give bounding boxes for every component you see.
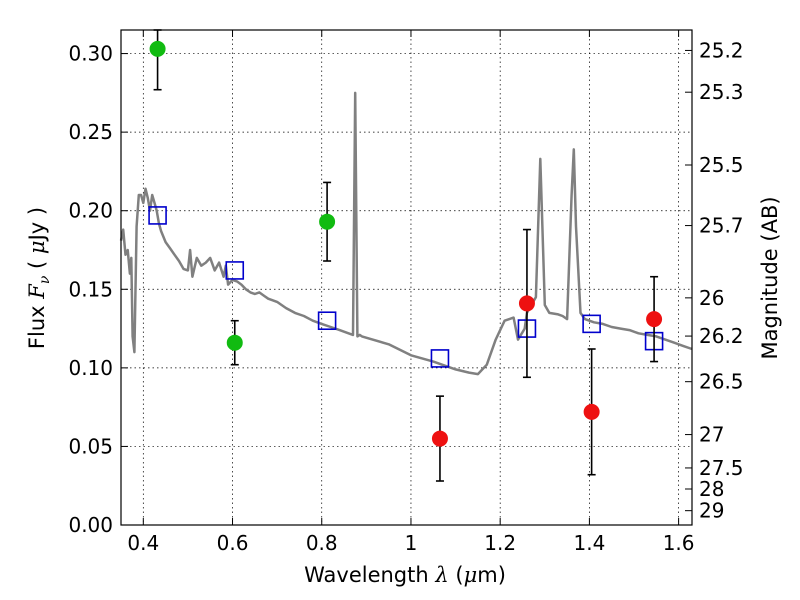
- x-tick-label: 0.4: [127, 531, 159, 555]
- y-tick-label: 0.25: [68, 120, 113, 144]
- y-axis-label-unit-close: Jy ): [25, 207, 49, 243]
- y-axis-label-symbol: F: [25, 283, 49, 300]
- x-tick-label: 0.8: [306, 531, 338, 555]
- y-axis-ticks: 0.00 0.05 0.10 0.15 0.20 0.25 0.30: [68, 42, 128, 537]
- model-square-point: [317, 311, 337, 331]
- y-tick-label: 0.30: [68, 42, 113, 66]
- x-tick-label: 1.6: [663, 531, 695, 555]
- y2-tick-label: 25.7: [699, 214, 744, 238]
- red-data-point: [518, 295, 535, 312]
- x-tick-label: 0.6: [217, 531, 249, 555]
- spectrum-layer: [119, 91, 693, 376]
- x-axis-ticks: 0.4 0.6 0.8 1 1.2 1.4 1.6: [127, 30, 695, 555]
- x-axis-label-text: Wavelength: [304, 563, 429, 587]
- y-axis-label-text: Flux: [25, 305, 49, 349]
- green-data-point: [149, 40, 166, 57]
- y2-tick-label: 28: [699, 477, 724, 501]
- y2-tick-label: 27: [699, 423, 724, 447]
- y2-tick-label: 25.2: [699, 38, 744, 62]
- x-tick-label: 1.2: [484, 531, 516, 555]
- y-axis-label-unit-mu: μ: [25, 240, 49, 254]
- y-axis-label-symbol-sub: ν: [37, 275, 53, 284]
- red-data-point: [646, 311, 663, 328]
- model-square-point: [225, 261, 245, 280]
- x-axis-label-unit-close: m): [477, 563, 506, 587]
- spectrum-line: [119, 91, 693, 376]
- red-data-point: [583, 403, 600, 420]
- green-data-point: [226, 334, 243, 351]
- x-axis-label-symbol: λ: [434, 563, 448, 587]
- y-axis-label-unit-open: (: [25, 261, 49, 269]
- y-tick-label: 0.20: [68, 199, 113, 223]
- y2-tick-label: 26.2: [699, 324, 744, 348]
- y2-tick-label: 25.3: [699, 80, 744, 104]
- x-axis-label-unit-open: (: [455, 563, 463, 587]
- x-axis-label-unit-mu: μ: [464, 563, 478, 587]
- y2-tick-label: 29: [699, 499, 724, 523]
- plot-frame: [120, 29, 693, 526]
- y2-tick-label: 26.5: [699, 370, 744, 394]
- y-tick-label: 0.00: [68, 513, 113, 537]
- y-axis-label: Flux Fν ( μJy ): [25, 207, 53, 349]
- y2-axis-label: Magnitude (AB): [758, 196, 782, 359]
- y-tick-label: 0.10: [68, 356, 113, 380]
- model-square-point: [582, 314, 601, 334]
- y2-tick-label: 26: [699, 286, 724, 310]
- grid-lines: [121, 30, 692, 526]
- markers-layer: [148, 29, 664, 482]
- y2-tick-label: 27.5: [699, 456, 744, 480]
- y-tick-label: 0.05: [68, 434, 113, 458]
- red-data-point: [431, 430, 448, 447]
- x-tick-label: 1.4: [573, 531, 605, 555]
- x-tick-label: 1: [405, 531, 418, 555]
- green-data-point: [319, 213, 336, 230]
- y-tick-label: 0.15: [68, 277, 113, 301]
- x-axis-label: Wavelength λ (μm): [304, 563, 506, 587]
- model-square-point: [148, 206, 167, 225]
- y2-tick-label: 25.5: [699, 153, 744, 177]
- model-square-point: [430, 349, 450, 368]
